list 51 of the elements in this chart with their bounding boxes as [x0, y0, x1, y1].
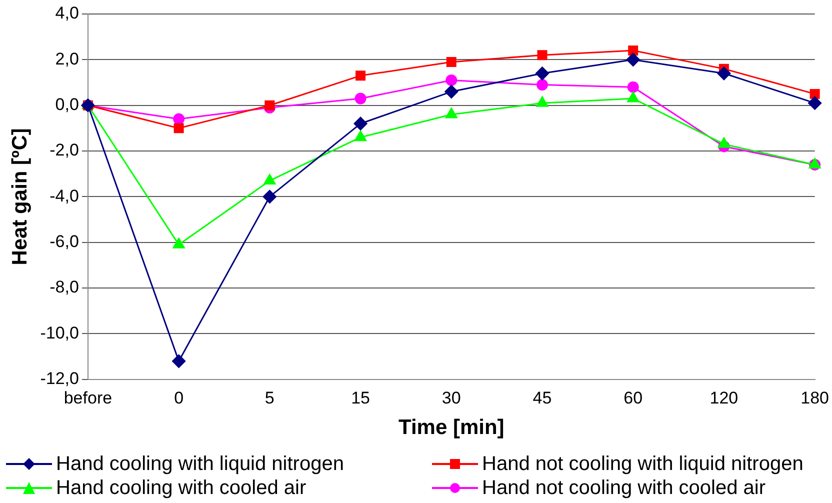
- legend-label: Hand not cooling with liquid nitrogen: [482, 452, 804, 476]
- x-tick-label: 0: [174, 388, 184, 408]
- point: [446, 56, 456, 67]
- x-axis-title: Time [min]: [398, 416, 504, 440]
- x-tick-label: 5: [264, 388, 274, 408]
- point: [535, 66, 549, 80]
- y-tick-label: 0,0: [55, 95, 79, 114]
- point: [354, 130, 366, 142]
- y-tick-label: -6,0: [50, 232, 79, 252]
- point: [172, 354, 186, 368]
- x-tick-label: 15: [351, 388, 370, 408]
- point: [808, 96, 822, 110]
- x-tick-label: 120: [710, 388, 738, 408]
- legend-label: Hand cooling with cooled air: [56, 476, 306, 500]
- point: [718, 137, 730, 148]
- y-tick-label: -4,0: [50, 186, 79, 206]
- point: [354, 92, 366, 104]
- point: [627, 81, 639, 93]
- y-tick-label: -12,0: [40, 369, 79, 388]
- y-tick-label: 2,0: [55, 49, 79, 68]
- x-tick-label: before: [64, 388, 112, 408]
- point: [717, 66, 731, 80]
- point: [810, 88, 820, 99]
- point: [354, 116, 368, 130]
- point: [174, 123, 184, 134]
- legend-label: Hand not cooling with cooled air: [482, 476, 766, 500]
- point: [262, 190, 276, 204]
- point: [446, 74, 458, 86]
- y-tick-label: 4,0: [55, 4, 79, 23]
- x-tick-label: 60: [624, 388, 643, 408]
- point: [264, 174, 276, 184]
- point: [264, 100, 275, 110]
- x-tick-label: 30: [442, 388, 461, 408]
- point: [356, 70, 366, 81]
- point: [172, 238, 185, 248]
- legend-label: Hand cooling with liquid nitrogen: [56, 452, 344, 476]
- y-tick-label: -2,0: [50, 140, 79, 160]
- point: [627, 92, 640, 102]
- y-tick-label: -10,0: [40, 323, 79, 342]
- point: [628, 46, 638, 56]
- x-tick-label: 45: [532, 388, 552, 408]
- point: [537, 50, 548, 60]
- point: [536, 79, 548, 91]
- point: [444, 84, 458, 98]
- y-tick-label: -8,0: [50, 278, 79, 297]
- point: [445, 108, 458, 118]
- point: [626, 52, 640, 66]
- point: [173, 113, 185, 125]
- x-tick-label: 180: [800, 388, 830, 408]
- y-axis-title: Heat gain [ºC]: [8, 128, 32, 266]
- point: [536, 96, 548, 107]
